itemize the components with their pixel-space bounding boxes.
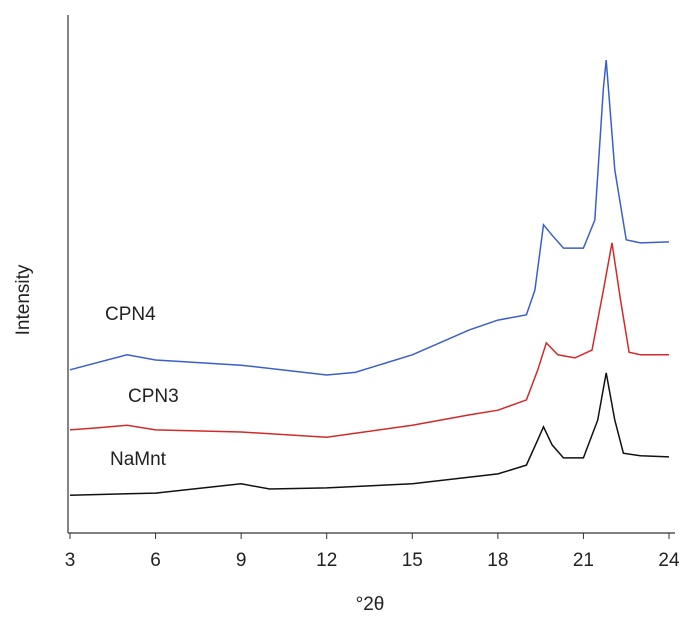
x-tick-label: 3	[65, 550, 76, 571]
series-line	[69, 372, 670, 496]
y-axis-label: Intensity	[13, 264, 34, 335]
x-tick-label: 12	[316, 550, 337, 571]
x-tick-label: 9	[236, 550, 247, 571]
x-tick-label: 21	[573, 550, 594, 571]
x-tick-label: 15	[402, 550, 423, 571]
x-axis-label: °2θ	[356, 594, 385, 615]
series-label: CPN3	[128, 386, 179, 407]
x-tick-label: 18	[487, 550, 508, 571]
x-tick-label: 24	[658, 550, 680, 571]
series-label: NaMnt	[110, 449, 167, 470]
x-tick-label: 6	[150, 550, 161, 571]
series-label: CPN4	[105, 304, 156, 325]
series-line	[69, 60, 670, 376]
series-line	[69, 242, 669, 438]
